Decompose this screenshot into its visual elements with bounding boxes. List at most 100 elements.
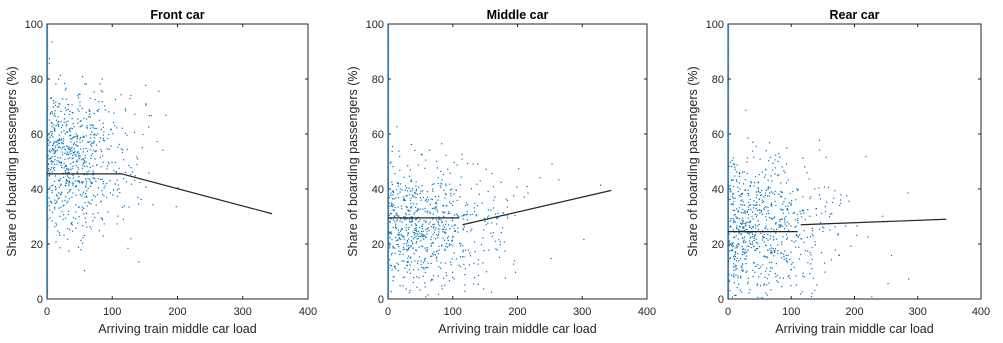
scatter-point — [761, 239, 764, 241]
scatter-point — [55, 187, 57, 189]
scatter-point — [101, 150, 103, 153]
scatter-point — [474, 202, 476, 204]
scatter-point — [75, 143, 77, 145]
scatter-point — [51, 133, 53, 135]
scatter-point — [478, 259, 480, 261]
scatter-point — [834, 226, 836, 228]
scatter-point — [758, 267, 760, 270]
scatter-point — [867, 236, 869, 238]
scatter-point — [390, 194, 392, 197]
scatter-point — [75, 133, 77, 135]
scatter-point — [741, 269, 743, 271]
scatter-point — [459, 184, 461, 186]
scatter-point — [75, 204, 77, 206]
scatter-point — [779, 156, 781, 158]
scatter-point — [69, 157, 71, 159]
scatter-point — [527, 192, 529, 194]
scatter-point — [102, 180, 104, 183]
scatter-point — [411, 224, 413, 226]
scatter-point — [737, 186, 739, 188]
scatter-point — [420, 230, 423, 233]
x-axis-label: Arriving train middle car load — [438, 322, 596, 336]
scatter-point — [77, 151, 79, 153]
scatter-point — [53, 128, 56, 130]
scatter-point — [738, 218, 740, 220]
scatter-point — [391, 252, 393, 254]
scatter-point — [781, 286, 783, 288]
scatter-point — [799, 293, 802, 295]
scatter-point — [465, 204, 467, 207]
scatter-point — [414, 227, 416, 229]
scatter-point — [76, 180, 79, 182]
scatter-point — [410, 256, 412, 258]
scatter-point — [68, 128, 70, 130]
scatter-point — [778, 226, 780, 228]
scatter-point — [133, 131, 136, 133]
scatter-point — [416, 232, 418, 234]
scatter-point — [765, 227, 767, 229]
scatter-point — [783, 227, 786, 230]
scatter-point — [64, 170, 67, 172]
scatter-point — [770, 289, 772, 291]
scatter-point — [76, 152, 78, 154]
scatter-point — [59, 74, 61, 76]
scatter-point — [758, 223, 760, 226]
scatter-point — [84, 154, 86, 156]
scatter-point — [427, 266, 429, 269]
scatter-point — [738, 173, 741, 175]
scatter-point — [408, 244, 410, 246]
scatter-point — [58, 139, 61, 141]
scatter-point — [765, 189, 767, 192]
scatter-point — [734, 251, 737, 253]
scatter-point — [793, 266, 795, 268]
scatter-point — [71, 182, 73, 184]
scatter-point — [790, 269, 792, 271]
scatter-point — [128, 164, 130, 167]
scatter-point — [500, 181, 502, 184]
scatter-point — [403, 238, 405, 240]
scatter-point — [460, 243, 462, 245]
scatter-point — [49, 169, 52, 171]
scatter-point — [785, 163, 788, 165]
scatter-point — [57, 106, 59, 108]
scatter-point — [95, 134, 97, 136]
scatter-point — [391, 183, 393, 186]
scatter-point — [406, 261, 408, 263]
scatter-point — [79, 101, 81, 103]
scatter-point — [459, 245, 462, 247]
scatter-point — [741, 251, 744, 253]
scatter-point — [767, 228, 769, 231]
scatter-point — [424, 221, 427, 223]
scatter-point — [751, 232, 753, 234]
scatter-point — [732, 157, 735, 159]
scatter-point — [790, 204, 792, 206]
scatter-point — [425, 296, 427, 298]
scatter-point — [743, 226, 745, 228]
scatter-point — [738, 231, 740, 233]
scatter-point — [788, 202, 791, 204]
scatter-point — [54, 130, 56, 132]
scatter-point — [66, 192, 69, 194]
scatter-point — [432, 190, 434, 192]
scatter-point — [750, 182, 752, 184]
scatter-point — [65, 98, 68, 100]
scatter-point — [137, 203, 140, 205]
scatter-point — [738, 244, 740, 246]
scatter-point — [417, 234, 419, 236]
scatter-point — [81, 140, 84, 142]
scatter-point — [60, 183, 63, 185]
scatter-point — [55, 241, 57, 243]
scatter-point — [771, 203, 773, 205]
scatter-point — [447, 212, 449, 215]
scatter-point — [85, 111, 87, 113]
scatter-point — [795, 225, 797, 227]
scatter-point — [784, 250, 786, 252]
scatter-point — [51, 41, 53, 43]
scatter-point — [424, 271, 426, 274]
scatter-point — [796, 235, 798, 237]
scatter-point — [790, 202, 792, 204]
scatter-point — [401, 260, 403, 262]
scatter-point — [443, 277, 445, 279]
scatter-point — [760, 194, 762, 197]
scatter-point — [741, 245, 743, 248]
